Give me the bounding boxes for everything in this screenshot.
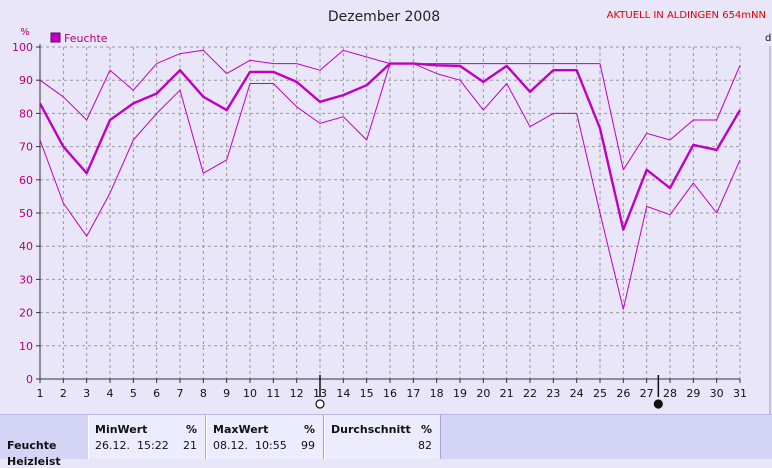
- x-tick-label: 30: [710, 387, 724, 400]
- x-tick-label: 15: [360, 387, 374, 400]
- max-value: 99: [301, 439, 315, 452]
- stats-panel: Feuchte Heizleist MinWert % 26.12. 15:22…: [0, 414, 772, 468]
- max-header: MaxWert: [213, 423, 269, 436]
- chart-title: Dezember 2008: [328, 9, 440, 25]
- x-tick-label: 1: [37, 387, 44, 400]
- x-tick-label: 12: [290, 387, 304, 400]
- x-tick-label: 6: [153, 387, 160, 400]
- x-tick-label: 14: [336, 387, 350, 400]
- y-tick-label: 50: [19, 207, 33, 220]
- y-tick-label: 90: [19, 74, 33, 87]
- y-axis-ticks: 0 10 20 30 40 50 60 70 80 90 100: [12, 41, 40, 386]
- average-value: 82: [418, 439, 432, 452]
- min-value: 21: [183, 439, 197, 452]
- moon-phase-markers: [315, 375, 663, 409]
- x-tick-label: 3: [83, 387, 90, 400]
- x-tick-label: 29: [686, 387, 700, 400]
- y-tick-label: 10: [19, 340, 33, 353]
- average-header: Durchschnitt: [331, 423, 411, 436]
- x-tick-label: 10: [243, 387, 257, 400]
- max-date: 08.12.: [213, 439, 248, 452]
- x-tick-label: 19: [453, 387, 467, 400]
- x-tick-label: 5: [130, 387, 137, 400]
- y-tick-label: 20: [19, 307, 33, 320]
- max-unit: %: [303, 423, 315, 436]
- average-cell: Durchschnitt % 82: [324, 415, 441, 459]
- min-unit: %: [185, 423, 197, 436]
- max-value-cell: MaxWert % 08.12. 10:55 99: [206, 415, 324, 459]
- x-tick-label: 17: [406, 387, 420, 400]
- x-tick-label: 8: [200, 387, 207, 400]
- min-header: MinWert: [95, 423, 148, 436]
- x-tick-label: 11: [266, 387, 280, 400]
- x-tick-label: 28: [663, 387, 677, 400]
- min-date: 26.12.: [95, 439, 130, 452]
- min-value-cell: MinWert % 26.12. 15:22 21: [88, 415, 206, 459]
- x-tick-label: 23: [546, 387, 560, 400]
- y-tick-label: 70: [19, 141, 33, 154]
- x-axis-ticks: 1 2 3 4 5 6 7 8 9 10 11 12 13 14 15 16 17 18 19 20 21 22 23 24 2…: [37, 379, 747, 400]
- series-line-mean: [38, 62, 742, 231]
- max-time: 10:55: [255, 439, 287, 452]
- x-tick-label: 18: [430, 387, 444, 400]
- x-tick-label: 2: [60, 387, 67, 400]
- y-tick-label: 40: [19, 240, 33, 253]
- y-tick-label: 80: [19, 107, 33, 120]
- x-tick-label: 21: [500, 387, 514, 400]
- full-moon-icon: [315, 399, 325, 409]
- average-unit: %: [420, 423, 432, 436]
- y-tick-label: 30: [19, 273, 33, 286]
- stats-row-label: Feuchte: [7, 439, 57, 452]
- x-tick-label: 24: [570, 387, 584, 400]
- x-tick-label: 7: [177, 387, 184, 400]
- x-tick-label: 22: [523, 387, 537, 400]
- x-tick-label: 31: [733, 387, 747, 400]
- min-time: 15:22: [137, 439, 169, 452]
- humidity-chart: Dezember 2008 AKTUELL IN ALDINGEN 654mNN…: [12, 9, 772, 414]
- new-moon-icon: [653, 399, 663, 409]
- x-tick-label: 4: [107, 387, 114, 400]
- series-lines: [38, 49, 742, 310]
- x-tick-label: 26: [616, 387, 630, 400]
- y-tick-label: 0: [26, 373, 33, 386]
- right-cutoff-label: d: [765, 33, 771, 44]
- x-tick-label: 9: [223, 387, 230, 400]
- x-tick-label: 27: [640, 387, 654, 400]
- x-tick-label: 16: [383, 387, 397, 400]
- stats-row-label-2: Heizleist: [7, 455, 61, 468]
- y-tick-label: 100: [12, 41, 33, 54]
- x-tick-label: 20: [476, 387, 490, 400]
- legend-label: Feuchte: [64, 32, 108, 45]
- y-axis-unit: %: [20, 27, 30, 38]
- x-tick-label: 25: [593, 387, 607, 400]
- y-tick-label: 60: [19, 174, 33, 187]
- legend-swatch: [50, 32, 61, 43]
- station-label: AKTUELL IN ALDINGEN 654mNN: [607, 10, 766, 21]
